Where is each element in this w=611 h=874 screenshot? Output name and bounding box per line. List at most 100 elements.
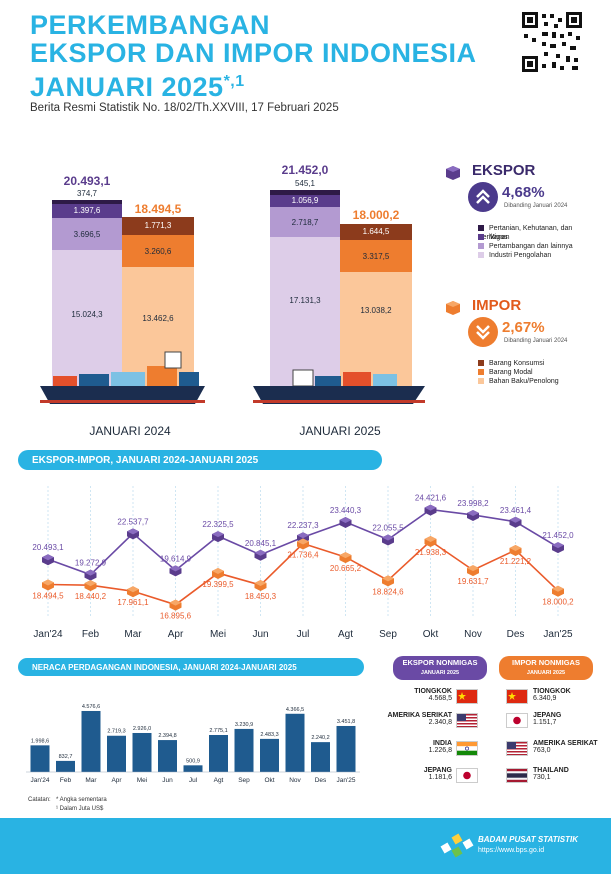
impor-value-label: 21.736,4: [287, 551, 319, 560]
trade-balance-bar: [183, 765, 203, 772]
ekspor-2024-value-pertambangan: 3.696,5: [73, 230, 101, 239]
bar-x-tick-label: Agt: [214, 777, 224, 784]
ekspor-value-label: 19.614,9: [160, 554, 192, 563]
page-title-line1: PERKEMBANGAN: [30, 10, 271, 40]
legend-industri: Industri Pengolahan: [478, 251, 605, 260]
ekspor-2025-value-migas: 1.056,9: [291, 196, 319, 205]
ekspor-heading: EKSPOR: [472, 162, 536, 179]
cargo-ship-icon-2024: [40, 351, 205, 404]
impor-value-label: 21.221,2: [500, 557, 532, 566]
ekspor-point-marker: [42, 554, 54, 566]
ekspor-point-marker: [509, 516, 522, 528]
note-provisional: * Angka sementara: [56, 797, 107, 803]
line-chart-title: EKSPOR-IMPOR, JANUARI 2024-JANUARI 2025: [18, 450, 382, 470]
impor-2024-total: 18.494,5: [134, 202, 182, 216]
impor-value-label: 19.399,5: [202, 580, 234, 589]
page-title-line2: EKSPOR DAN IMPOR INDONESIA: [30, 38, 477, 68]
impor-point-marker: [424, 535, 437, 547]
impor-2025-value-modal: 3.317,5: [362, 252, 390, 261]
bar-chart-title: NERACA PERDAGANGAN INDONESIA, JANUARI 20…: [18, 658, 364, 676]
legend-migas: Migas: [478, 233, 605, 242]
bps-logo-icon: [440, 833, 474, 858]
ekspor-value-label: 22.537,7: [117, 517, 149, 526]
ekspor-2025-total: 21.452,0: [281, 163, 329, 177]
ekspor-2024-pertanian: [52, 200, 122, 204]
ekspor-point-marker: [169, 565, 182, 577]
impor-value-label: 18.494,5: [32, 591, 64, 600]
impor-panel: IMPOR 2,67% Dibanding Januari 2024 Baran…: [440, 295, 605, 395]
bar-x-tick-label: Jan'25: [337, 777, 356, 784]
impor-value-label: 16.895,6: [160, 612, 192, 621]
trade-balance-bar: [336, 725, 356, 772]
ekspor-point-marker: [424, 504, 437, 516]
impor-value-label: 21.938,3: [415, 548, 447, 557]
impor-partner-1: TIONGKOK 6.340,9: [533, 688, 571, 702]
bar-value-label: 4.576,6: [82, 704, 100, 710]
impor-down-arrow-icon: [468, 317, 498, 347]
line-x-tick-label: Jan'24: [33, 629, 63, 640]
bar-x-tick-label: Des: [315, 777, 327, 784]
line-x-tick-label: Sep: [379, 629, 397, 640]
ekspor-2024-pertambangan: [52, 218, 122, 250]
bar-value-label: 500,9: [186, 758, 200, 764]
impor-point-marker: [127, 586, 139, 598]
impor-point-marker: [509, 545, 522, 557]
impor-point-marker: [552, 585, 564, 597]
legend-pertambangan: Pertambangan dan lainnya: [478, 242, 605, 251]
impor-partner-4: THAILAND 730,1: [533, 767, 569, 781]
bar-x-tick-label: Mar: [85, 777, 97, 784]
period-label-2025: JANUARI 2025: [299, 424, 381, 438]
line-x-tick-label: Okt: [423, 629, 439, 640]
trade-balance-bar: [209, 734, 228, 772]
footer-org: BADAN PUSAT STATISTIK: [478, 835, 578, 844]
impor-2025-konsumsi: [340, 224, 412, 240]
ekspor-point-marker: [84, 569, 97, 581]
impor-value-label: 17.961,1: [117, 598, 149, 607]
qr-code[interactable]: [520, 10, 584, 74]
impor-value-label: 20.665,2: [330, 564, 362, 573]
trade-balance-bar: [260, 738, 279, 772]
trade-balance-bar-chart: 1.998,6 832,7 4.576,6 2.719,3 2.926,0 2.394,8…: [26, 704, 360, 784]
bar-value-label: 4.366,5: [286, 707, 304, 713]
impor-nonmigas-pill: IMPOR NONMIGAS JANUARI 2025: [499, 656, 593, 680]
japan-flag-icon: [506, 713, 528, 728]
ekspor-partner-1: TIONGKOK 4.568,5: [414, 688, 452, 702]
ekspor-value-label: 23.440,3: [330, 506, 362, 515]
notes-label: Catatan:: [28, 797, 51, 803]
bar-value-label: 3.230,9: [235, 722, 253, 728]
ekspor-value-label: 20.845,1: [245, 539, 277, 548]
legend-barang-konsumsi: Barang Konsumsi: [478, 359, 559, 368]
impor-value-label: 18.824,6: [372, 587, 404, 596]
release-subtitle: Berita Resmi Statistik No. 18/02/Th.XXVI…: [30, 102, 339, 114]
ekspor-value-label: 22.237,3: [287, 521, 319, 530]
ekspor-impor-line-chart: 20.493,1 19.272,9 22.537,7 19.614,9 22.325,5…: [32, 486, 574, 640]
ekspor-point-marker: [127, 528, 139, 540]
bar-x-tick-label: Nov: [289, 777, 301, 784]
line-x-tick-label: Mar: [124, 629, 142, 640]
ekspor-point-marker: [382, 534, 394, 546]
ekspor-change-note: Dibanding Januari 2024: [504, 203, 568, 209]
ekspor-partner-3: INDIA 1.226,8: [428, 740, 452, 754]
footer: BADAN PUSAT STATISTIK https://www.bps.go…: [0, 818, 611, 874]
impor-partner-3: AMERIKA SERIKAT 763,0: [533, 740, 598, 754]
trade-balance-bar: [158, 740, 177, 772]
top-stacked-chart: 20.493,1 374,7 1.397,6 3.696,5 15.024,3 …: [35, 160, 435, 438]
ekspor-2025-pertanian: [270, 190, 340, 195]
container-icon: [446, 301, 460, 315]
legend-barang-modal: Barang Modal: [478, 368, 559, 377]
japan-flag-icon: [456, 768, 478, 783]
ekspor-point-marker: [212, 531, 224, 543]
impor-point-marker: [467, 565, 479, 577]
bar-value-label: 2.926,0: [133, 726, 151, 732]
line-x-tick-label: Apr: [168, 629, 184, 640]
line-x-tick-label: Mei: [210, 629, 226, 640]
trade-balance-bar: [132, 732, 152, 772]
ekspor-value-label: 23.998,2: [457, 499, 489, 508]
ekspor-value-label: 21.452,0: [542, 531, 574, 540]
ekspor-2024-stack: [52, 200, 122, 400]
line-x-tick-label: Nov: [464, 629, 482, 640]
impor-2025-modal: [340, 240, 412, 272]
trade-balance-bar: [81, 710, 101, 772]
footer-url[interactable]: https://www.bps.go.id: [478, 847, 545, 854]
impor-heading: IMPOR: [472, 297, 522, 314]
